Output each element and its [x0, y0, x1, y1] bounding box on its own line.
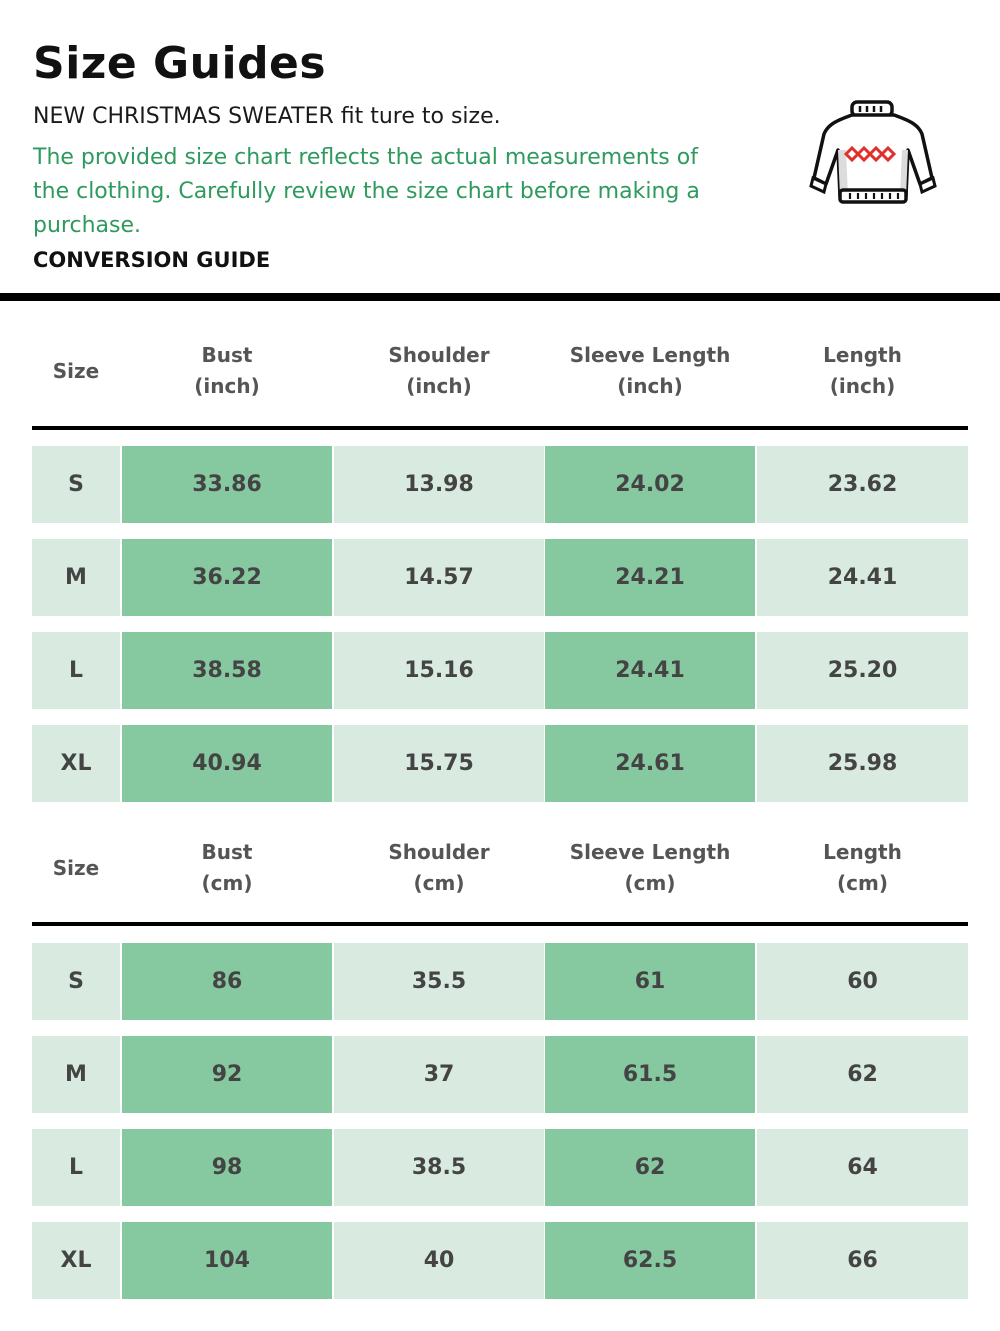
inch-table-header: Size Bust (inch) Shoulder (inch) Sleeve Le…	[32, 321, 968, 421]
shoulder-cell: 14.57	[334, 539, 544, 616]
christmas-sweater-icon	[809, 100, 937, 204]
shoulder-cell: 40	[334, 1222, 544, 1299]
shoulder-cell: 15.75	[334, 725, 544, 802]
sleeve-cell: 61	[545, 943, 755, 1020]
length-cell: 60	[757, 943, 968, 1020]
sleeve-cell: 62.5	[545, 1222, 755, 1299]
header-sleeve-length: Sleeve Length (cm)	[569, 840, 731, 895]
table-row: XL 40.94 15.75 24.61 25.98	[32, 725, 968, 802]
size-cell: M	[32, 1036, 120, 1113]
top-divider	[0, 293, 1000, 301]
length-cell: 23.62	[757, 446, 968, 523]
header-length: Length (inch)	[823, 343, 902, 398]
bust-cell: 33.86	[122, 446, 332, 523]
header-sleeve-length: Sleeve Length (inch)	[569, 343, 731, 398]
sleeve-cell: 24.02	[545, 446, 755, 523]
header-size: Size	[52, 358, 100, 383]
size-cell: XL	[32, 725, 120, 802]
cm-table-rule	[32, 922, 968, 926]
header-bust: Bust (cm)	[201, 840, 253, 895]
size-cell: S	[32, 943, 120, 1020]
sleeve-cell: 62	[545, 1129, 755, 1206]
sleeve-cell: 24.21	[545, 539, 755, 616]
bust-cell: 36.22	[122, 539, 332, 616]
shoulder-cell: 38.5	[334, 1129, 544, 1206]
size-chart-description: The provided size chart reflects the act…	[33, 145, 700, 238]
size-cell: S	[32, 446, 120, 523]
table-row: S 86 35.5 61 60	[32, 943, 968, 1020]
shoulder-cell: 37	[334, 1036, 544, 1113]
sleeve-cell: 24.61	[545, 725, 755, 802]
bust-cell: 92	[122, 1036, 332, 1113]
bust-cell: 38.58	[122, 632, 332, 709]
header-shoulder: Shoulder (inch)	[388, 343, 490, 398]
bust-cell: 40.94	[122, 725, 332, 802]
page-title: Size Guides	[33, 38, 327, 89]
shoulder-cell: 15.16	[334, 632, 544, 709]
length-cell: 64	[757, 1129, 968, 1206]
bust-cell: 86	[122, 943, 332, 1020]
size-cell: L	[32, 1129, 120, 1206]
size-cell: XL	[32, 1222, 120, 1299]
table-row: S 33.86 13.98 24.02 23.62	[32, 446, 968, 523]
conversion-guide-label: CONVERSION GUIDE	[33, 248, 271, 272]
shoulder-cell: 35.5	[334, 943, 544, 1020]
length-cell: 66	[757, 1222, 968, 1299]
length-cell: 25.20	[757, 632, 968, 709]
page-subtitle: NEW CHRISTMAS SWEATER fit ture to size.	[33, 104, 501, 129]
bust-cell: 104	[122, 1222, 332, 1299]
bust-cell: 98	[122, 1129, 332, 1206]
header-size: Size	[52, 855, 100, 880]
table-row: L 38.58 15.16 24.41 25.20	[32, 632, 968, 709]
cm-table-header: Size Bust (cm) Shoulder (cm) Sleeve Length…	[32, 818, 968, 918]
size-cell: L	[32, 632, 120, 709]
header-bust: Bust (inch)	[194, 343, 260, 398]
header-shoulder: Shoulder (cm)	[388, 840, 490, 895]
table-row: M 92 37 61.5 62	[32, 1036, 968, 1113]
sleeve-cell: 24.41	[545, 632, 755, 709]
length-cell: 24.41	[757, 539, 968, 616]
length-cell: 25.98	[757, 725, 968, 802]
sleeve-cell: 61.5	[545, 1036, 755, 1113]
table-row: XL 104 40 62.5 66	[32, 1222, 968, 1299]
shoulder-cell: 13.98	[334, 446, 544, 523]
length-cell: 62	[757, 1036, 968, 1113]
table-row: M 36.22 14.57 24.21 24.41	[32, 539, 968, 616]
inch-table-rule	[32, 426, 968, 430]
size-cell: M	[32, 539, 120, 616]
header-length: Length (cm)	[823, 840, 902, 895]
table-row: L 98 38.5 62 64	[32, 1129, 968, 1206]
